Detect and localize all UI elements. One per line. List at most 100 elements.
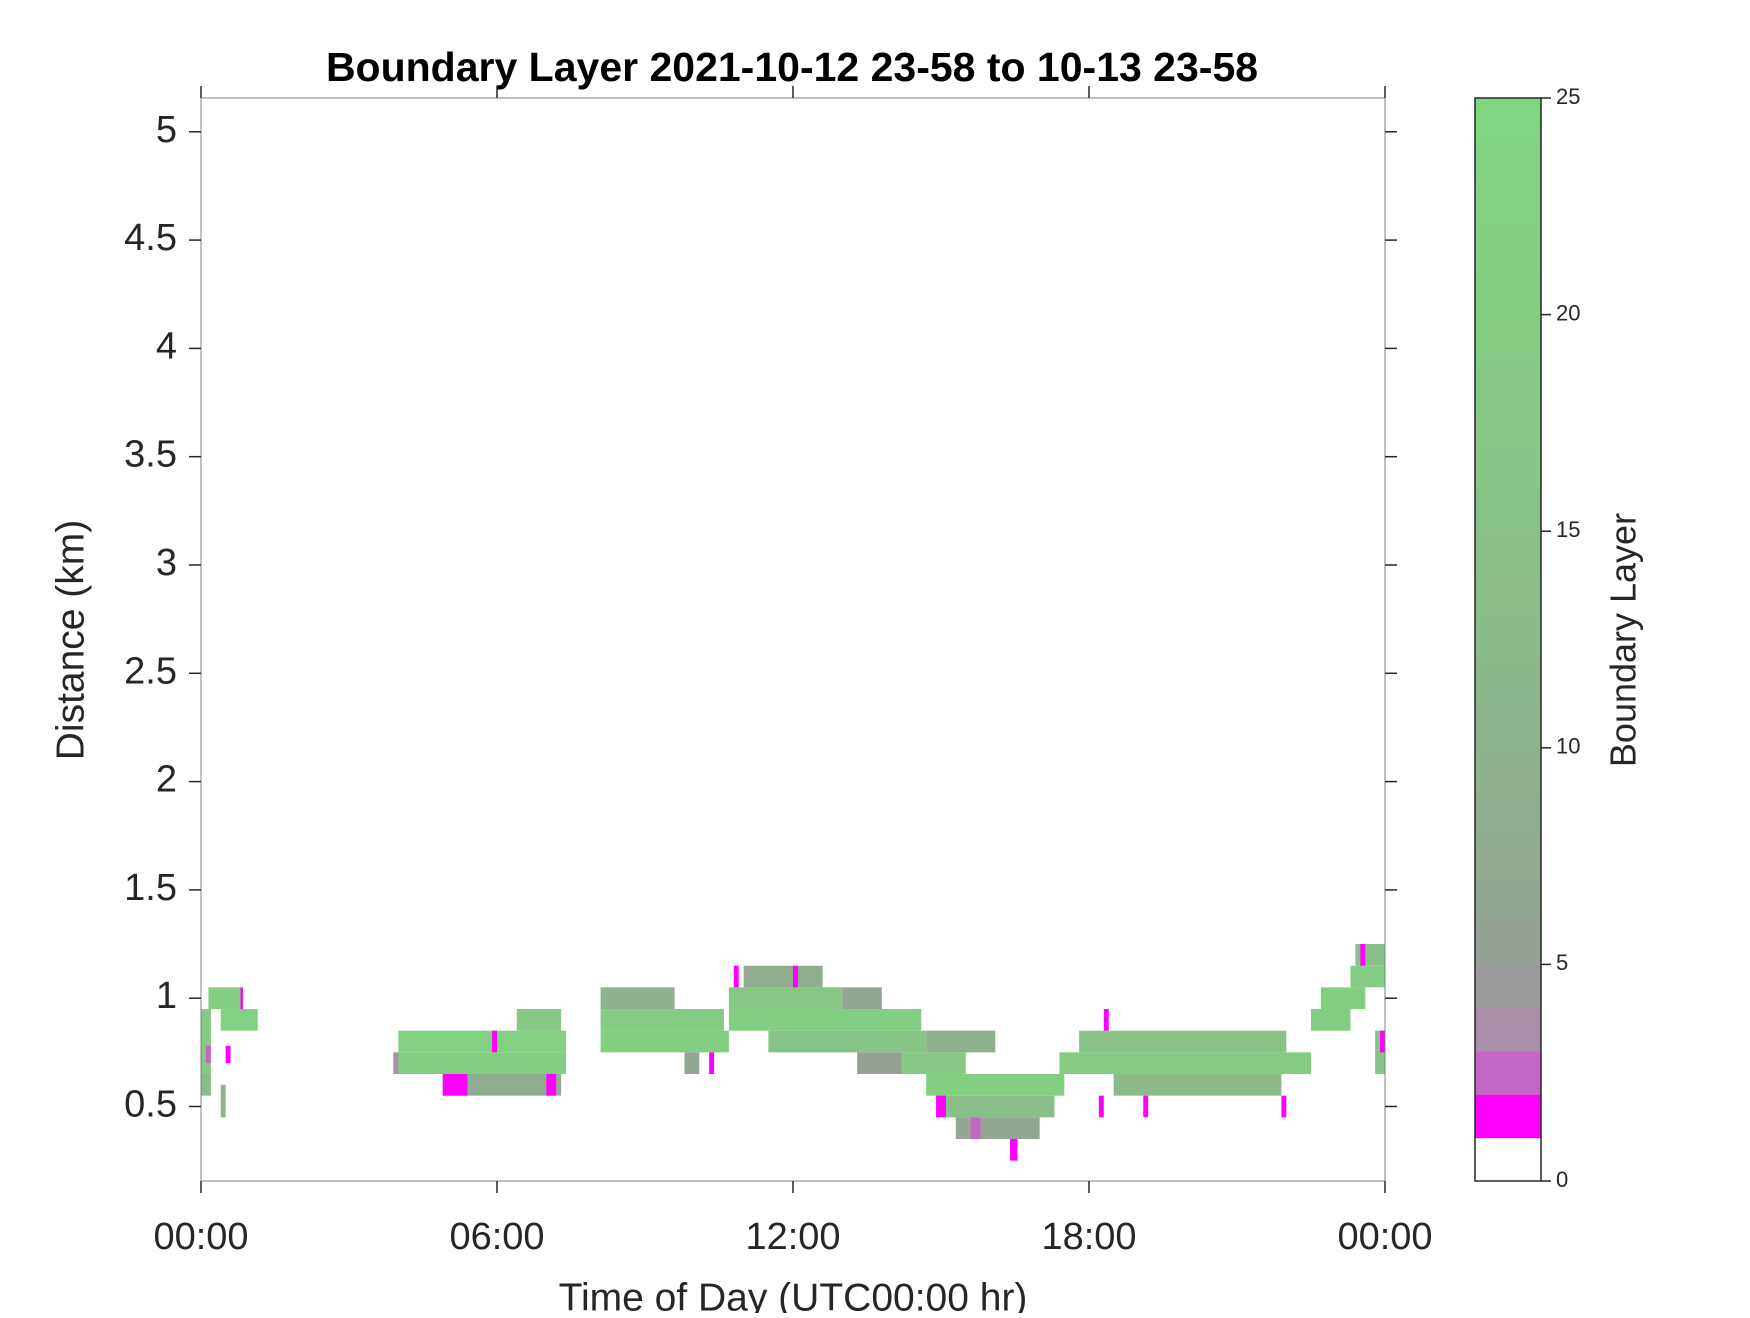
colorbar-swatch (1475, 444, 1541, 489)
heatmap-cell (201, 1009, 211, 1074)
heatmap-cell (1113, 1073, 1282, 1096)
heatmap-cell (1098, 1095, 1104, 1118)
heatmap-cell (1059, 1052, 1311, 1074)
colorbar-swatch (1475, 271, 1541, 316)
x-tick-label: 00:00 (1337, 1216, 1432, 1258)
y-tick-label: 1 (156, 975, 177, 1017)
colorbar-tick-label: 25 (1556, 84, 1580, 109)
heatmap-cell (743, 965, 823, 988)
colorbar-swatch (1475, 98, 1541, 142)
y-tick-label: 1.5 (124, 867, 177, 909)
colorbar-swatch (1475, 357, 1541, 402)
heatmap-cell (926, 1030, 996, 1053)
heatmap-cell (842, 987, 882, 1010)
colorbar-swatch (1475, 141, 1541, 186)
colorbar-swatch (1475, 1137, 1541, 1182)
colorbar-swatch (1475, 791, 1541, 835)
colorbar-swatch (1475, 1051, 1541, 1095)
heatmap-cell (728, 987, 843, 1010)
colorbar-swatch (1475, 704, 1541, 749)
heatmap-cell (398, 1030, 567, 1053)
y-tick-label: 3 (156, 542, 177, 584)
colorbar-label: Boundary Layer (1603, 513, 1644, 767)
x-tick-label: 00:00 (153, 1216, 248, 1258)
heatmap-cell (768, 1030, 927, 1053)
heatmap-cell (442, 1073, 562, 1096)
heatmap-cell (970, 1117, 981, 1139)
heatmap-cell (546, 1073, 557, 1096)
colorbar-swatch (1475, 574, 1541, 619)
colorbar-swatch (1475, 921, 1541, 965)
heatmap-cell (1355, 944, 1385, 966)
colorbar-swatch (1475, 1007, 1541, 1052)
heatmap-cell (857, 1052, 902, 1074)
y-tick-label: 4 (156, 325, 177, 367)
heatmap-cell (709, 1052, 715, 1074)
heatmap-cell (1360, 944, 1366, 966)
heatmap-cell (208, 987, 243, 1010)
heatmap-cell (600, 1009, 724, 1031)
heatmap-cell (1079, 1030, 1287, 1053)
colorbar-swatch (1475, 964, 1541, 1009)
colorbar-box (1474, 97, 1542, 1182)
colorbar-swatch (1475, 661, 1541, 705)
colorbar-tick-label: 0 (1556, 1167, 1568, 1192)
heatmap-cell (393, 1052, 399, 1074)
colorbar-tick-label: 10 (1556, 734, 1580, 759)
heatmap-cell (901, 1052, 966, 1074)
colorbar-swatch (1475, 834, 1541, 879)
colorbar-tick-label: 20 (1556, 300, 1580, 325)
heatmap-cell (492, 1030, 497, 1053)
y-tick-label: 2 (156, 759, 177, 801)
colorbar-swatch (1475, 184, 1541, 229)
y-tick-label: 3.5 (124, 434, 177, 476)
colorbar-swatch (1475, 747, 1541, 792)
heatmap-cell (225, 1045, 231, 1064)
heatmap-cell (600, 987, 675, 1010)
heatmap-cell (684, 1052, 700, 1074)
heatmap-cell (240, 987, 243, 1010)
colorbar-swatch (1475, 401, 1541, 446)
heatmap-cell (1311, 1009, 1351, 1031)
y-tick-label: 5 (156, 109, 177, 151)
colorbar-swatch (1475, 314, 1541, 359)
heatmap-cell (1380, 1030, 1385, 1053)
heatmap-cell (926, 1073, 1065, 1096)
heatmap-cell (600, 1030, 729, 1053)
colorbar-swatch (1475, 877, 1541, 922)
y-tick-label: 2.5 (124, 650, 177, 692)
heatmap-cell (936, 1095, 946, 1118)
x-tick-label: 06:00 (449, 1216, 544, 1258)
heatmap-cell (205, 1045, 211, 1064)
heatmap-cell (728, 1009, 922, 1031)
heatmap-cell (220, 1009, 258, 1031)
heatmap-cell (955, 1117, 1040, 1139)
y-axis-label: Distance (km) (49, 520, 92, 761)
y-tick-label: 0.5 (124, 1084, 177, 1126)
colorbar-swatch (1475, 1094, 1541, 1139)
heatmap-cell (220, 1084, 226, 1118)
heatmap-cell (941, 1095, 1055, 1118)
heatmap-cell (442, 1073, 468, 1096)
heatmap-cell (516, 1009, 562, 1031)
heatmap-cell (1103, 1009, 1109, 1031)
heatmap-cell (1350, 965, 1385, 988)
colorbar-swatch (1475, 617, 1541, 662)
heatmap-cell (733, 965, 739, 988)
colorbar-tick-label: 15 (1556, 517, 1580, 542)
heatmap-cell (793, 965, 798, 988)
y-tick-label: 4.5 (124, 217, 177, 259)
x-tick-label: 12:00 (745, 1216, 840, 1258)
heatmap-cell (201, 1073, 211, 1096)
heatmap-cell (1010, 1138, 1018, 1161)
colorbar-swatch (1475, 487, 1541, 532)
heatmap-cell (393, 1052, 567, 1074)
heatmap-cell (1281, 1095, 1287, 1118)
colorbar-tick-label: 5 (1556, 950, 1568, 975)
chart-title: Boundary Layer 2021-10-12 23-58 to 10-13… (326, 44, 1258, 90)
colorbar-swatch (1475, 227, 1541, 272)
heatmap-cell (1320, 987, 1366, 1010)
x-tick-label: 18:00 (1041, 1216, 1136, 1258)
colorbar-swatch (1475, 531, 1541, 576)
